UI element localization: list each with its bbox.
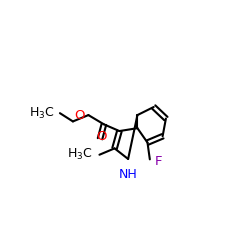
Text: NH: NH	[119, 168, 138, 181]
Text: H$_3$C: H$_3$C	[28, 106, 54, 121]
Text: O: O	[74, 108, 85, 122]
Text: F: F	[155, 155, 162, 168]
Text: H$_3$C: H$_3$C	[67, 147, 92, 162]
Text: O: O	[96, 130, 107, 143]
